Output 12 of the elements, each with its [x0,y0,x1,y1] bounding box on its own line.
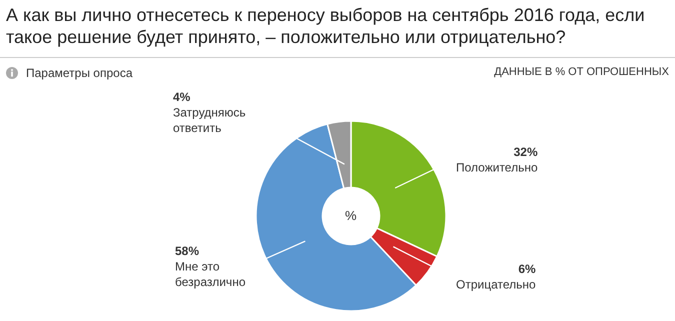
chart-title: А как вы лично отнесетесь к переносу выборов на сентябрь 2016 года, если такое решение будет принято, – положительно или отрицательно? [6,4,646,48]
slice-label: Положительно [456,160,538,175]
slice-label: Отрицательно [456,278,536,292]
text: ДАННЫЕ В % ОТ ОПРОШЕННЫХ [494,66,669,78]
data-label: 6% [518,262,536,276]
data-label: 32% [514,145,538,159]
data-label: 58% [175,244,200,258]
slice-label: Затрудняюсь ответить [173,106,246,136]
text: Параметры опроса [26,66,132,80]
slice-label: Мне это безразлично [175,260,246,290]
text: % [345,208,357,223]
data-label: 4% [173,90,191,104]
